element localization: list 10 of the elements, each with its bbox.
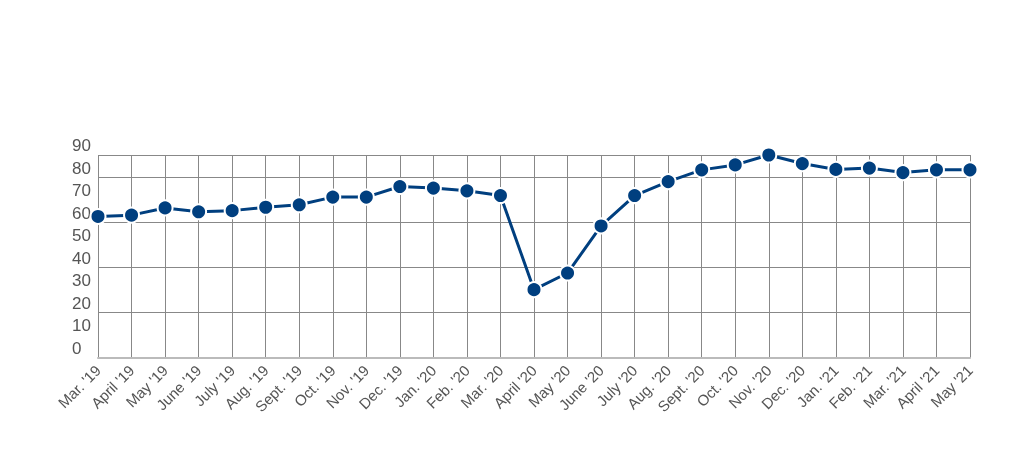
y-tick-label: 80 bbox=[72, 158, 91, 178]
y-tick-label: 60 bbox=[72, 203, 91, 223]
y-tick-label: 30 bbox=[72, 271, 91, 291]
y-tick-label: 0 bbox=[72, 338, 82, 358]
y-tick-label: 50 bbox=[72, 226, 91, 246]
y-tick-label: 90 bbox=[72, 136, 91, 155]
y-tick-label: 10 bbox=[72, 316, 91, 336]
y-tick-label: 40 bbox=[72, 248, 91, 268]
y-tick-label: 70 bbox=[72, 181, 91, 201]
y-tick-label: 20 bbox=[72, 293, 91, 313]
